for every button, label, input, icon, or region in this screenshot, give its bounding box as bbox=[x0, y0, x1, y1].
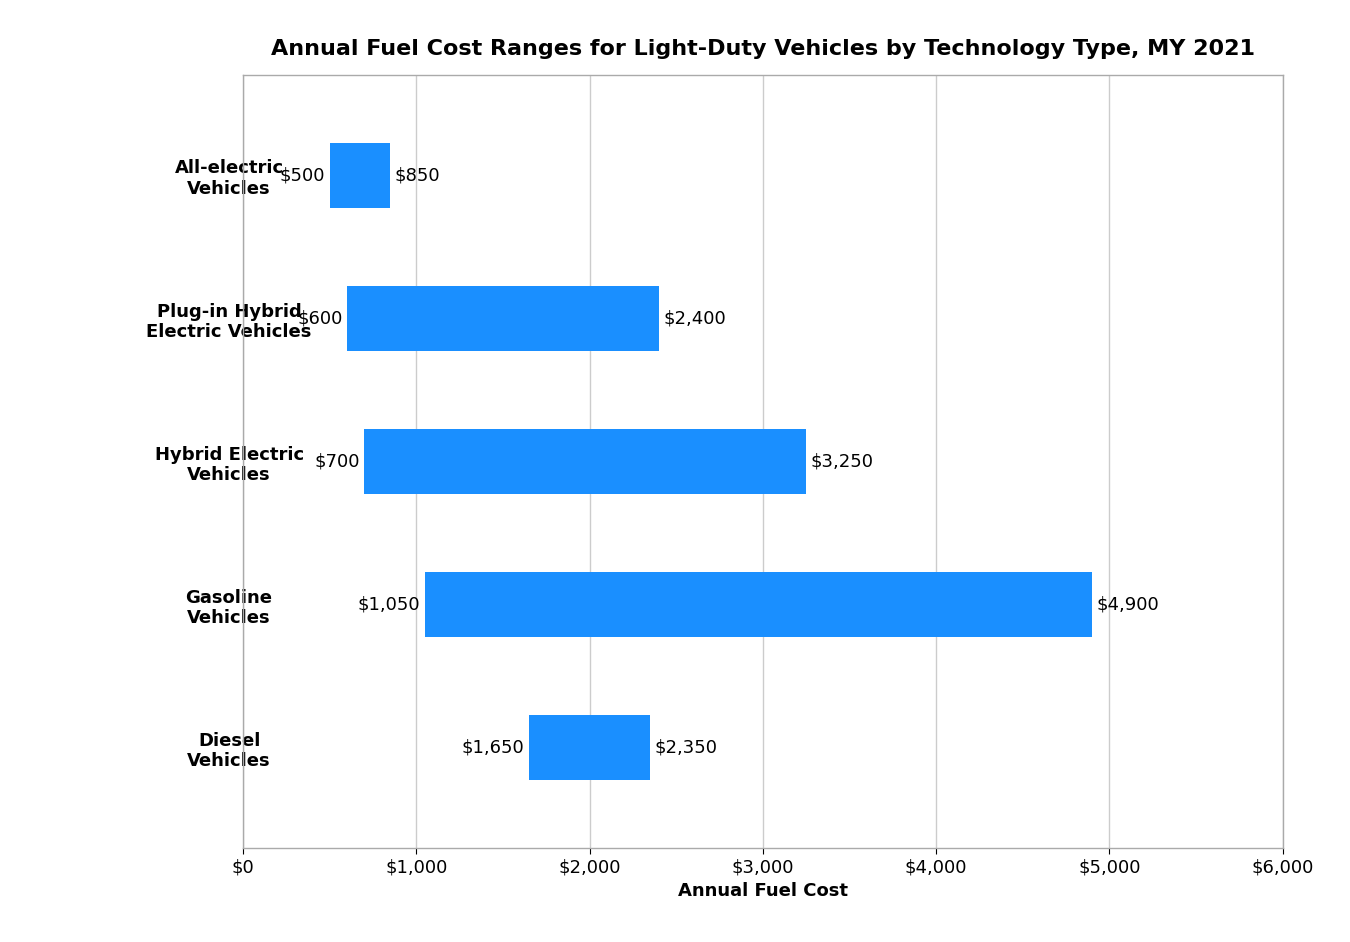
Bar bbox=[347, 286, 659, 350]
Bar bbox=[364, 430, 806, 494]
X-axis label: Annual Fuel Cost: Annual Fuel Cost bbox=[678, 882, 848, 900]
Text: $2,400: $2,400 bbox=[663, 310, 726, 328]
Bar bbox=[425, 573, 1092, 637]
Text: $1,650: $1,650 bbox=[462, 739, 525, 756]
Bar bbox=[329, 143, 390, 207]
Text: $4,900: $4,900 bbox=[1096, 595, 1160, 613]
Bar bbox=[529, 716, 651, 780]
Text: $700: $700 bbox=[315, 452, 360, 471]
Text: $600: $600 bbox=[297, 310, 343, 328]
Title: Annual Fuel Cost Ranges for Light-Duty Vehicles by Technology Type, MY 2021: Annual Fuel Cost Ranges for Light-Duty V… bbox=[271, 39, 1254, 58]
Text: $1,050: $1,050 bbox=[358, 595, 421, 613]
Text: $500: $500 bbox=[279, 167, 325, 185]
Text: $3,250: $3,250 bbox=[810, 452, 873, 471]
Text: $2,350: $2,350 bbox=[655, 739, 717, 756]
Text: $850: $850 bbox=[394, 167, 440, 185]
